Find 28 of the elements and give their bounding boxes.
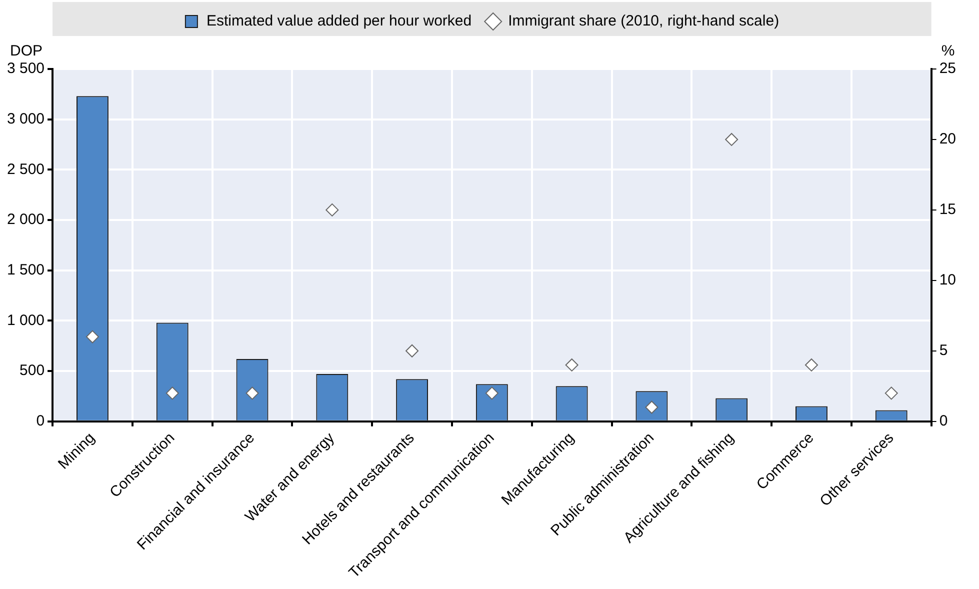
point [86,330,99,344]
y2-tick-label: 5 [939,342,948,360]
y2-tick-label: 15 [939,201,956,218]
y-tick-label: 2 500 [6,160,45,178]
point [485,386,498,400]
point [246,386,259,400]
y-tick-label: 0 [36,412,45,430]
point [166,386,179,400]
point [406,344,419,358]
point [725,132,738,146]
y-tick-label: 3 000 [6,110,45,128]
y-tick-label: 1 000 [6,312,45,329]
y2-tick-label: 20 [939,130,956,148]
y2-tick-label: 25 [939,60,956,78]
y-axis-title: DOP [10,42,43,60]
y2-axis-title: % [941,42,955,60]
y-tick-label: 3 500 [6,60,45,78]
y-tick-label: 1 500 [6,261,45,278]
point [565,358,578,372]
point [884,386,898,400]
point [804,358,818,372]
y-tick-label: 500 [20,362,45,380]
y-tick-label: 2 000 [6,211,45,228]
legend-label: Immigrant share (2010, right-hand scale) [508,12,780,30]
point [326,203,339,216]
legend-label: Estimated value added per hour worked [206,12,472,30]
y2-tick-label: 10 [939,272,956,289]
y2-tick-label: 0 [939,412,948,430]
